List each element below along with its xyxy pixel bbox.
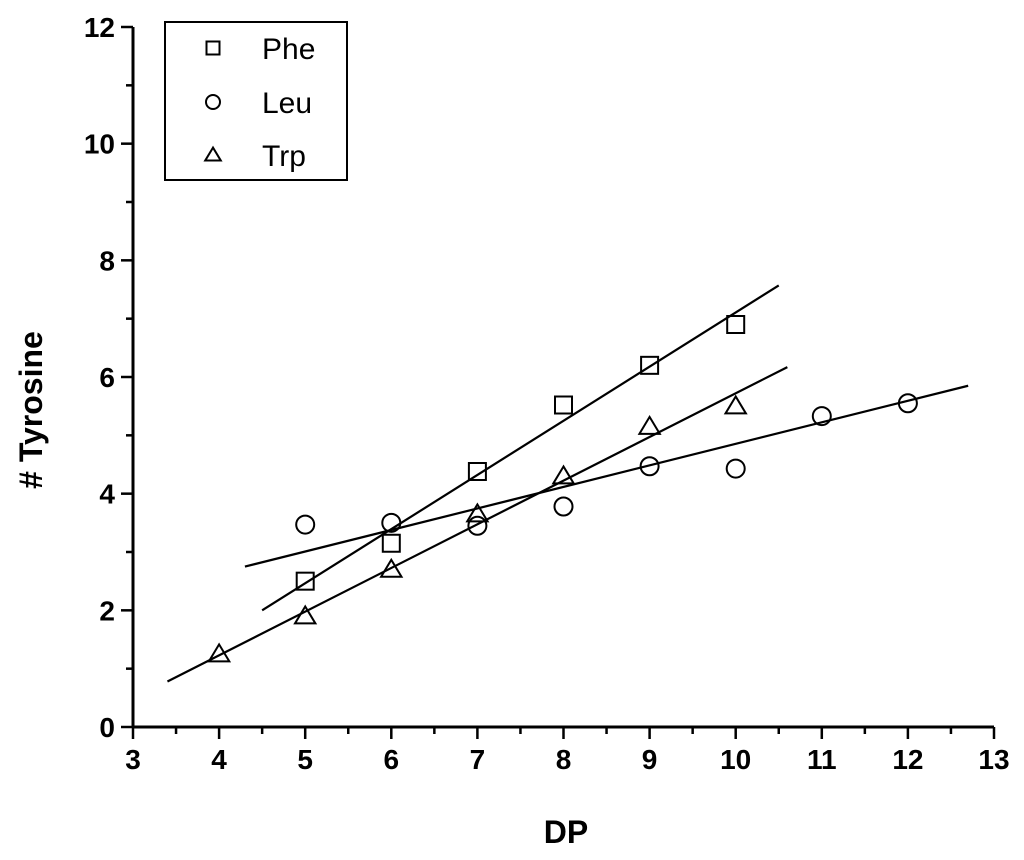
leu-point xyxy=(295,514,316,535)
phe-point xyxy=(295,571,315,591)
leu-point xyxy=(811,406,832,427)
phe-point xyxy=(467,462,487,481)
y-tick-label: 2 xyxy=(99,595,115,626)
leu-fit-line xyxy=(244,384,969,568)
fit-lines xyxy=(166,284,969,683)
x-tick-label: 9 xyxy=(642,744,658,775)
x-tick-label: 8 xyxy=(556,744,572,775)
leu-point xyxy=(725,458,746,479)
x-tick-label: 5 xyxy=(297,744,313,775)
legend-trp-label: Trp xyxy=(262,140,306,173)
y-tick-label: 10 xyxy=(84,129,115,160)
x-tick-label: 6 xyxy=(384,744,400,775)
x-tick-label: 7 xyxy=(470,744,486,775)
leu-point xyxy=(553,496,574,517)
legend-phe-marker xyxy=(205,40,221,56)
axes xyxy=(121,25,996,739)
y-tick-label: 0 xyxy=(99,712,115,743)
leu-point xyxy=(639,456,660,477)
trp-point xyxy=(379,557,404,578)
tick-labels: 3 4 5 6 7 8 9 10 11 12 13 0 2 4 6 8 10 12 xyxy=(84,12,1010,775)
trp-fit-line xyxy=(166,366,788,683)
y-tick-label: 6 xyxy=(99,362,115,393)
trp-point xyxy=(207,642,232,663)
x-tick-label: 4 xyxy=(211,744,227,775)
phe-point xyxy=(381,533,401,553)
phe-fit-line xyxy=(261,284,780,612)
legend-phe-label: Phe xyxy=(262,33,315,66)
data-markers xyxy=(207,315,918,663)
y-tick-label: 8 xyxy=(99,245,115,276)
trp-point xyxy=(637,414,662,435)
y-tick-label: 12 xyxy=(84,12,115,43)
x-tick-label: 3 xyxy=(125,744,141,775)
x-tick-label: 10 xyxy=(720,744,751,775)
trp-point xyxy=(293,604,318,625)
leu-point xyxy=(897,393,918,414)
x-tick-label: 13 xyxy=(978,744,1009,775)
phe-point xyxy=(726,315,746,334)
phe-point xyxy=(554,395,573,415)
trp-point xyxy=(465,502,490,523)
legend-leu-label: Leu xyxy=(262,87,312,120)
x-tick-label: 11 xyxy=(807,744,837,775)
legend: Phe Leu Trp xyxy=(164,21,348,181)
legend-leu-marker xyxy=(205,94,221,110)
y-axis-title: # Tyrosine xyxy=(13,331,49,489)
legend-box xyxy=(164,21,348,181)
leu-point xyxy=(381,512,402,533)
y-tick-label: 4 xyxy=(99,479,115,510)
phe-point xyxy=(640,355,660,375)
trp-point xyxy=(723,394,748,415)
trp-point xyxy=(551,464,576,485)
leu-point xyxy=(467,515,488,536)
legend-trp-marker xyxy=(203,145,223,162)
x-tick-label: 12 xyxy=(892,744,923,775)
x-axis-title: DP xyxy=(544,814,588,850)
